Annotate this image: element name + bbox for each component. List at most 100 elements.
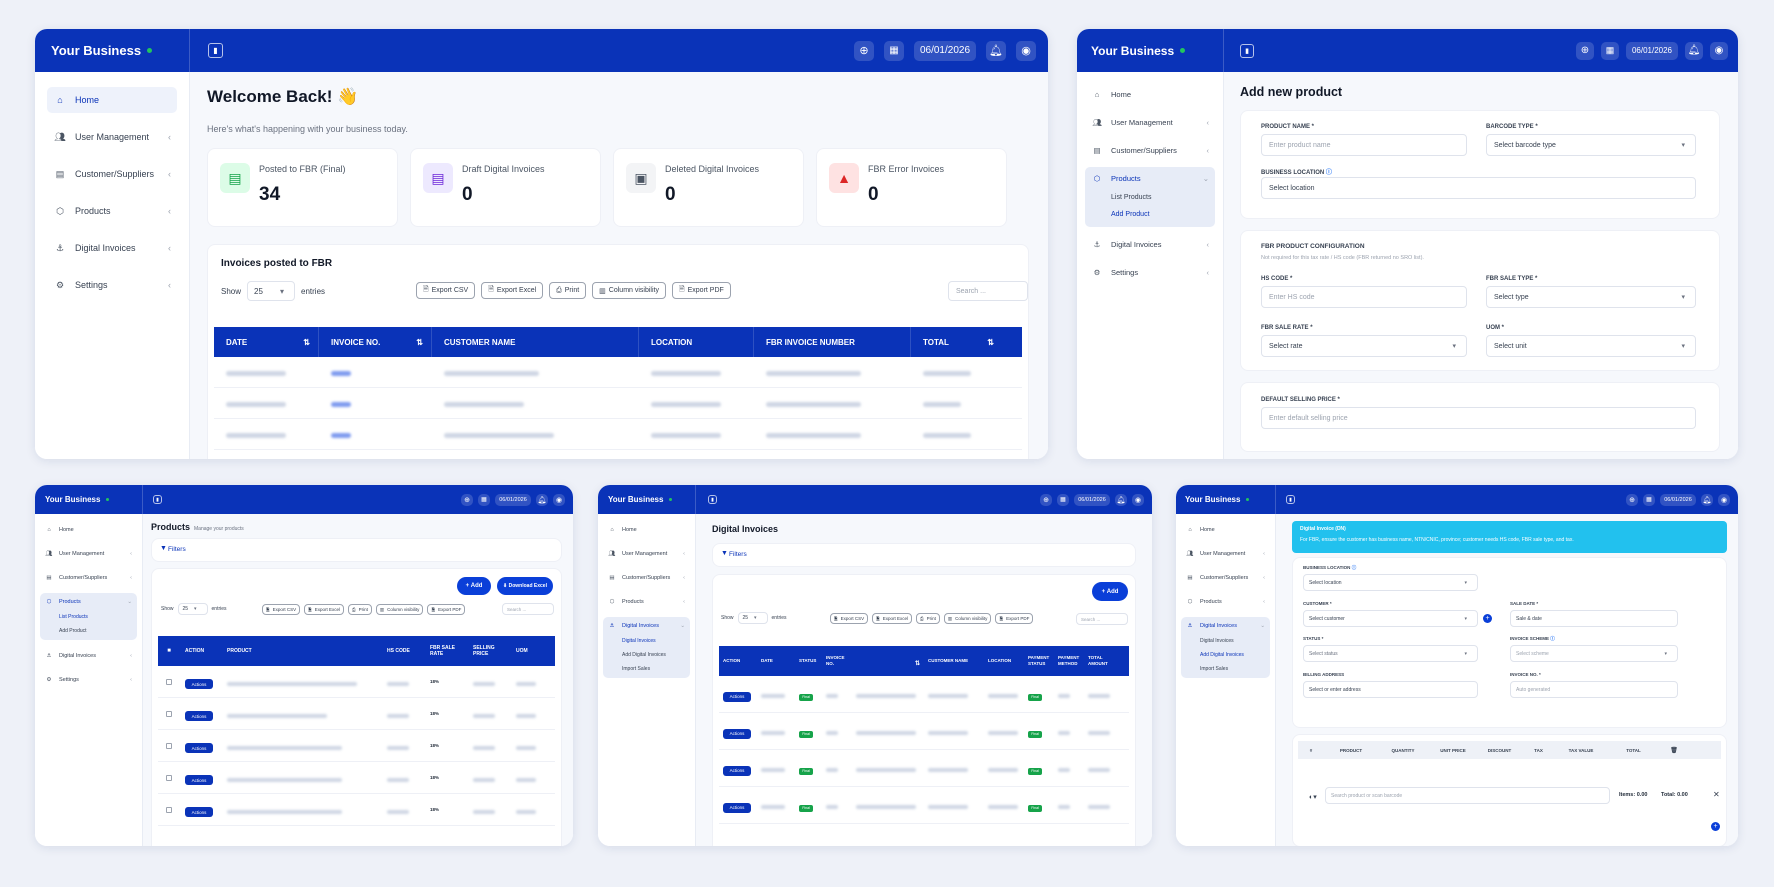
bell-icon[interactable]: 🔔︎ bbox=[986, 40, 1006, 61]
sidebar-sub-add-product[interactable]: Add Product bbox=[59, 628, 87, 634]
hs-code-input[interactable]: Enter HS code bbox=[1261, 286, 1467, 308]
export-button[interactable]: 🗎 Export CSV bbox=[830, 613, 869, 624]
sidebar-toggle-button[interactable]: ▮ bbox=[1286, 495, 1295, 504]
table-row[interactable]: Actions Final Final bbox=[719, 676, 1129, 713]
sidebar-toggle-button[interactable]: ▮ bbox=[153, 495, 162, 504]
sidebar-item-users[interactable]: 👥︎ User Management ‹ bbox=[1186, 550, 1266, 557]
sidebar-item-settings[interactable]: ⚙︎ Settings ‹ bbox=[47, 272, 177, 298]
sidebar-sub-add-digital-invoices[interactable]: Add Digital Invoices bbox=[622, 652, 666, 658]
sidebar-item-home[interactable]: ⌂ Home bbox=[1181, 521, 1270, 538]
trash-icon[interactable]: 🗑︎ bbox=[1670, 747, 1678, 754]
add-customer-icon[interactable]: + bbox=[1483, 614, 1492, 623]
export-button[interactable]: ⎙ Print bbox=[348, 604, 372, 615]
sidebar-item-users[interactable]: 👥︎ User Management ‹ bbox=[608, 550, 686, 557]
table-row[interactable]: Actions Final Final bbox=[719, 750, 1129, 787]
column-header[interactable]: UOM bbox=[511, 648, 554, 655]
invoice-no-input[interactable]: Auto generated bbox=[1510, 681, 1678, 698]
sidebar-toggle-button[interactable]: ▮ bbox=[708, 495, 717, 504]
export-button[interactable]: 🗎 Export PDF bbox=[427, 604, 466, 615]
sidebar-sub-digital-invoices[interactable]: Digital Invoices bbox=[622, 638, 656, 644]
sidebar-item-customers[interactable]: ▤ Customer/Suppliers ‹ bbox=[1187, 574, 1265, 581]
barcode-icon[interactable]: ◐▾ bbox=[1309, 794, 1317, 801]
checkbox[interactable] bbox=[166, 678, 172, 685]
actions-button[interactable]: Actions bbox=[185, 711, 213, 721]
table-row[interactable] bbox=[214, 357, 1022, 388]
barcode-type-select[interactable]: Select barcode type bbox=[1486, 134, 1696, 156]
sidebar-item-settings[interactable]: ⚙︎ Settings ‹ bbox=[1085, 261, 1215, 283]
page-size-select[interactable]: 25 bbox=[177, 603, 208, 615]
product-name-input[interactable]: Enter product name bbox=[1261, 134, 1467, 156]
sidebar-item-invoices[interactable]: ⚓︎ Digital Invoices ‹ bbox=[46, 652, 132, 659]
sidebar-sub-add-product[interactable]: Add Product bbox=[1111, 211, 1150, 218]
date-display[interactable]: 06/01/2026 bbox=[914, 40, 976, 61]
page-size-select[interactable]: 25 bbox=[737, 612, 768, 624]
export-button[interactable]: ▥ Column visibility bbox=[592, 282, 666, 299]
bell-icon[interactable]: 🔔︎ bbox=[1685, 41, 1703, 60]
page-size-select[interactable]: 25 bbox=[247, 281, 296, 301]
export-button[interactable]: ▥ Column visibility bbox=[375, 604, 424, 615]
actions-button[interactable]: Actions bbox=[723, 802, 751, 813]
search-input[interactable]: Search ... bbox=[1076, 613, 1128, 625]
checkbox[interactable] bbox=[166, 742, 172, 749]
sidebar-item-products[interactable]: ⬡ Products ⌄ bbox=[1085, 167, 1215, 189]
sidebar-toggle-button[interactable]: ▮ bbox=[1240, 43, 1254, 58]
default-price-input[interactable]: Enter default selling price bbox=[1261, 407, 1696, 429]
export-button[interactable]: 🗎 Export PDF bbox=[995, 613, 1034, 624]
table-row[interactable]: Actions 18% bbox=[158, 666, 555, 698]
sidebar-item-customers[interactable]: ▤ Customer/Suppliers ‹ bbox=[46, 574, 132, 581]
bell-icon[interactable]: 🔔︎ bbox=[536, 493, 548, 506]
sidebar-item-products[interactable]: ⬡ Products ⌄ bbox=[46, 598, 132, 605]
sidebar-item-customers[interactable]: ▤ Customer/Suppliers ‹ bbox=[47, 161, 177, 187]
row-checkbox[interactable] bbox=[158, 678, 180, 685]
product-search-input[interactable]: Search product or scan barcode bbox=[1325, 787, 1610, 804]
calculator-icon[interactable]: ▦ bbox=[1601, 41, 1619, 60]
export-button[interactable]: 🗎 Export Excel bbox=[481, 282, 544, 299]
user-icon[interactable]: ◉ bbox=[553, 493, 565, 506]
invoice-scheme-select[interactable]: Select scheme bbox=[1510, 645, 1678, 662]
sidebar-item-settings[interactable]: ⚙︎ Settings ‹ bbox=[46, 676, 132, 683]
sidebar-item-home[interactable]: ⌂ Home bbox=[40, 521, 137, 538]
user-icon[interactable]: ◉ bbox=[1016, 40, 1036, 61]
column-header[interactable]: INVOICE NO. ⇅ bbox=[319, 327, 432, 357]
filters-bar[interactable]: ▼ Filters bbox=[151, 538, 562, 562]
table-row[interactable]: Actions 18% bbox=[158, 698, 555, 730]
column-header[interactable]: PAYMENT STATUS bbox=[1024, 655, 1054, 667]
download-excel-button[interactable]: ⬇ Download Excel bbox=[497, 577, 553, 595]
billing-address-input[interactable]: Select or enter address bbox=[1303, 681, 1478, 698]
sidebar-item-invoices[interactable]: ⚓︎ Digital Invoices ‹ bbox=[1085, 233, 1215, 255]
checkbox[interactable] bbox=[166, 806, 172, 813]
export-button[interactable]: ⎙ Print bbox=[916, 613, 940, 624]
user-icon[interactable]: ◉ bbox=[1710, 41, 1728, 60]
export-button[interactable]: 🗎 Export CSV bbox=[416, 282, 476, 299]
actions-button[interactable]: Actions bbox=[185, 743, 213, 753]
column-header[interactable]: FBR SALE RATE bbox=[425, 645, 468, 658]
column-header[interactable]: DATE bbox=[757, 658, 795, 664]
column-header[interactable]: TOTAL AMOUNT bbox=[1084, 655, 1117, 667]
location-select[interactable]: Select location bbox=[1303, 574, 1478, 591]
export-button[interactable]: 🗎 Export PDF bbox=[671, 282, 731, 299]
actions-button[interactable]: Actions bbox=[185, 775, 213, 785]
column-header[interactable]: CUSTOMER NAME bbox=[432, 327, 639, 357]
table-row[interactable] bbox=[214, 388, 1022, 419]
add-circle-icon[interactable]: ⊕ bbox=[854, 40, 874, 61]
checkbox[interactable] bbox=[166, 774, 172, 781]
actions-button[interactable]: Actions bbox=[185, 807, 213, 817]
column-header[interactable]: LOCATION bbox=[984, 658, 1024, 664]
sidebar-item-invoices[interactable]: ⚓︎ Digital Invoices ⌄ bbox=[1187, 622, 1265, 629]
table-row[interactable]: Actions 18% bbox=[158, 730, 555, 762]
calculator-icon[interactable]: ▦ bbox=[1057, 493, 1069, 506]
calculator-icon[interactable]: ▦ bbox=[884, 40, 904, 61]
date-display[interactable]: 06/01/2026 bbox=[1660, 493, 1696, 506]
sidebar-item-users[interactable]: 👥︎ User Management ‹ bbox=[1092, 117, 1209, 127]
user-icon[interactable]: ◉ bbox=[1718, 493, 1730, 506]
column-header[interactable]: HS CODE bbox=[382, 648, 425, 655]
sidebar-sub-add-digital-invoices[interactable]: Add Digital Invoices bbox=[1200, 652, 1244, 658]
add-circle-icon[interactable]: ⊕ bbox=[1576, 41, 1594, 60]
export-button[interactable]: 🗎 Export Excel bbox=[872, 613, 913, 624]
column-header[interactable]: FBR INVOICE NUMBER bbox=[754, 327, 911, 357]
calculator-icon[interactable]: ▦ bbox=[1643, 493, 1655, 506]
sidebar-item-users[interactable]: 👥︎ User Management ‹ bbox=[45, 550, 133, 557]
date-display[interactable]: 06/01/2026 bbox=[1626, 41, 1678, 60]
column-header[interactable]: DATE ⇅ bbox=[214, 327, 319, 357]
actions-button[interactable]: Actions bbox=[723, 691, 751, 702]
